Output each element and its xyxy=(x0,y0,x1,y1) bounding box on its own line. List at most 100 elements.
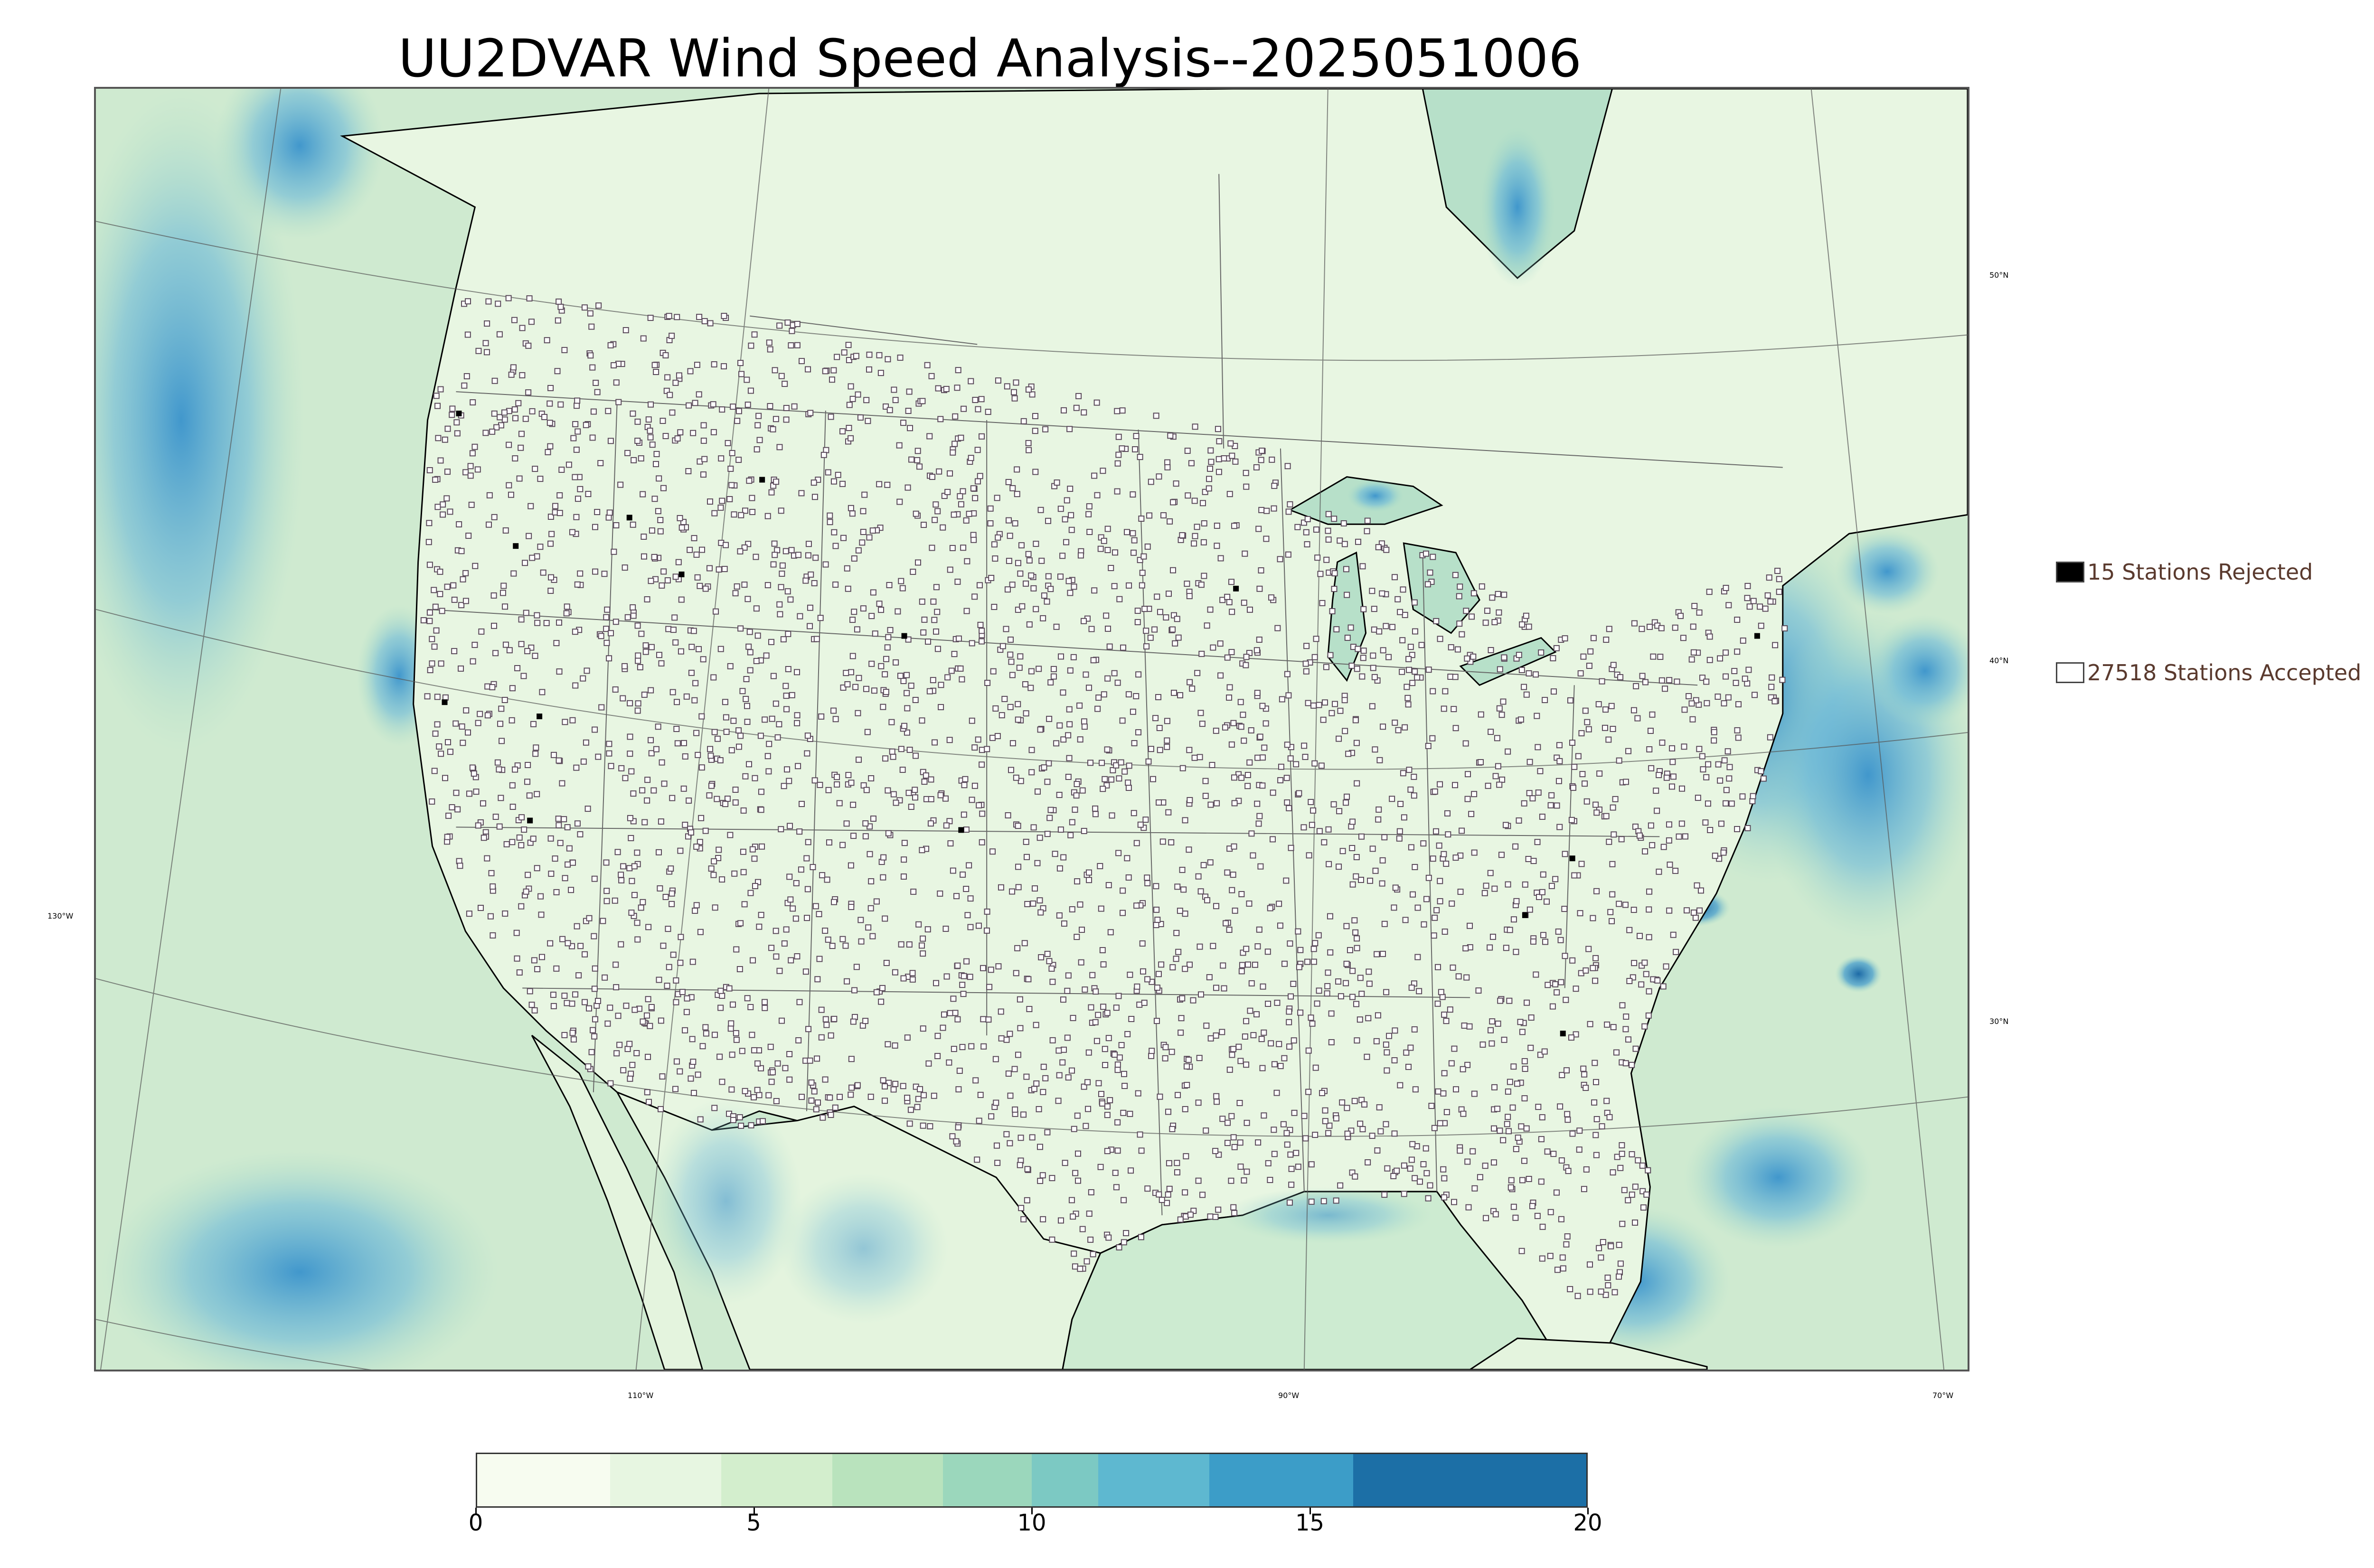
station-marker xyxy=(1098,905,1104,912)
station-marker xyxy=(812,554,819,561)
station-marker xyxy=(462,469,469,476)
station-marker xyxy=(848,435,854,441)
station-marker xyxy=(545,449,551,455)
station-marker xyxy=(717,646,724,652)
station-marker xyxy=(1056,722,1063,729)
station-marker xyxy=(1402,917,1409,923)
station-marker xyxy=(1316,987,1322,994)
station-marker xyxy=(1037,909,1044,916)
station-marker xyxy=(574,397,581,404)
station-marker xyxy=(953,893,960,900)
station-marker xyxy=(794,953,801,959)
station-marker xyxy=(930,598,937,605)
station-marker xyxy=(653,746,659,752)
station-marker xyxy=(1347,624,1354,631)
station-marker xyxy=(1538,1136,1545,1143)
station-marker xyxy=(653,461,659,468)
station-marker xyxy=(1312,1064,1319,1071)
colorbar-tick-label: 10 xyxy=(1017,1510,1046,1536)
station-marker xyxy=(506,441,512,448)
colorbar-segment xyxy=(1209,1454,1354,1506)
station-marker xyxy=(691,535,697,542)
station-marker xyxy=(778,373,785,379)
station-marker xyxy=(546,400,553,407)
station-marker xyxy=(1351,917,1358,924)
station-marker xyxy=(1019,603,1026,610)
station-marker xyxy=(1466,1023,1473,1030)
station-marker xyxy=(831,1015,838,1022)
station-marker xyxy=(1269,456,1275,463)
station-marker xyxy=(1191,754,1198,761)
station-marker xyxy=(1691,603,1698,610)
station-marker xyxy=(1554,1267,1561,1273)
station-marker xyxy=(1243,483,1250,490)
station-marker xyxy=(744,995,751,1002)
station-marker xyxy=(630,790,637,797)
station-marker xyxy=(1213,1093,1220,1099)
station-marker xyxy=(991,603,998,610)
station-marker xyxy=(1441,1175,1448,1182)
station-marker xyxy=(892,397,899,404)
station-marker xyxy=(564,603,570,610)
station-marker xyxy=(1524,999,1530,1006)
station-marker xyxy=(710,674,717,681)
station-marker xyxy=(1461,1022,1468,1029)
station-marker xyxy=(787,896,794,903)
station-marker xyxy=(708,865,715,872)
station-marker xyxy=(779,570,785,577)
station-marker xyxy=(719,1079,725,1085)
station-marker xyxy=(892,1080,899,1087)
station-marker xyxy=(1108,776,1115,783)
station-marker xyxy=(1203,1127,1209,1134)
station-marker xyxy=(955,367,961,374)
station-marker xyxy=(1017,570,1024,577)
station-marker xyxy=(516,969,523,976)
station-marker xyxy=(1333,1197,1339,1204)
wind-speed-map[interactable] xyxy=(96,89,1968,1370)
map-frame[interactable] xyxy=(94,87,1969,1371)
station-marker xyxy=(475,347,482,354)
station-marker xyxy=(772,367,778,374)
station-marker xyxy=(1357,1120,1364,1127)
station-marker xyxy=(988,574,995,581)
station-marker xyxy=(1427,569,1433,576)
station-marker xyxy=(1469,613,1475,620)
station-marker xyxy=(727,465,734,472)
station-marker xyxy=(656,976,662,983)
station-marker xyxy=(1361,1101,1368,1108)
station-marker xyxy=(794,720,801,726)
station-marker xyxy=(458,602,465,609)
station-marker xyxy=(1721,700,1727,707)
station-marker xyxy=(758,1065,764,1071)
station-marker xyxy=(1464,1158,1471,1165)
station-marker xyxy=(1267,905,1273,911)
station-marker xyxy=(1600,1239,1606,1245)
station-marker xyxy=(749,1032,755,1038)
station-marker xyxy=(1365,1159,1371,1165)
station-marker xyxy=(900,975,907,982)
station-marker xyxy=(1475,987,1482,994)
station-marker xyxy=(1339,848,1346,854)
station-marker xyxy=(653,451,660,457)
station-marker xyxy=(444,834,451,840)
colorbar xyxy=(476,1453,1588,1508)
station-marker xyxy=(1351,1098,1358,1104)
station-marker xyxy=(906,746,913,753)
station-marker xyxy=(670,951,677,958)
station-marker xyxy=(1162,1055,1168,1061)
station-marker xyxy=(1339,1099,1346,1106)
station-marker xyxy=(1381,920,1388,927)
station-marker xyxy=(1238,968,1245,975)
station-marker xyxy=(1139,570,1146,576)
station-marker xyxy=(860,529,867,535)
station-marker xyxy=(957,493,963,499)
station-marker xyxy=(1598,1254,1604,1261)
station-marker xyxy=(1020,1111,1027,1118)
station-marker xyxy=(1371,606,1377,612)
station-marker xyxy=(1033,1022,1039,1028)
station-marker xyxy=(591,875,598,882)
station-marker xyxy=(1231,523,1238,529)
station-marker xyxy=(920,1122,926,1129)
station-marker xyxy=(658,660,665,667)
station-marker xyxy=(910,569,916,575)
